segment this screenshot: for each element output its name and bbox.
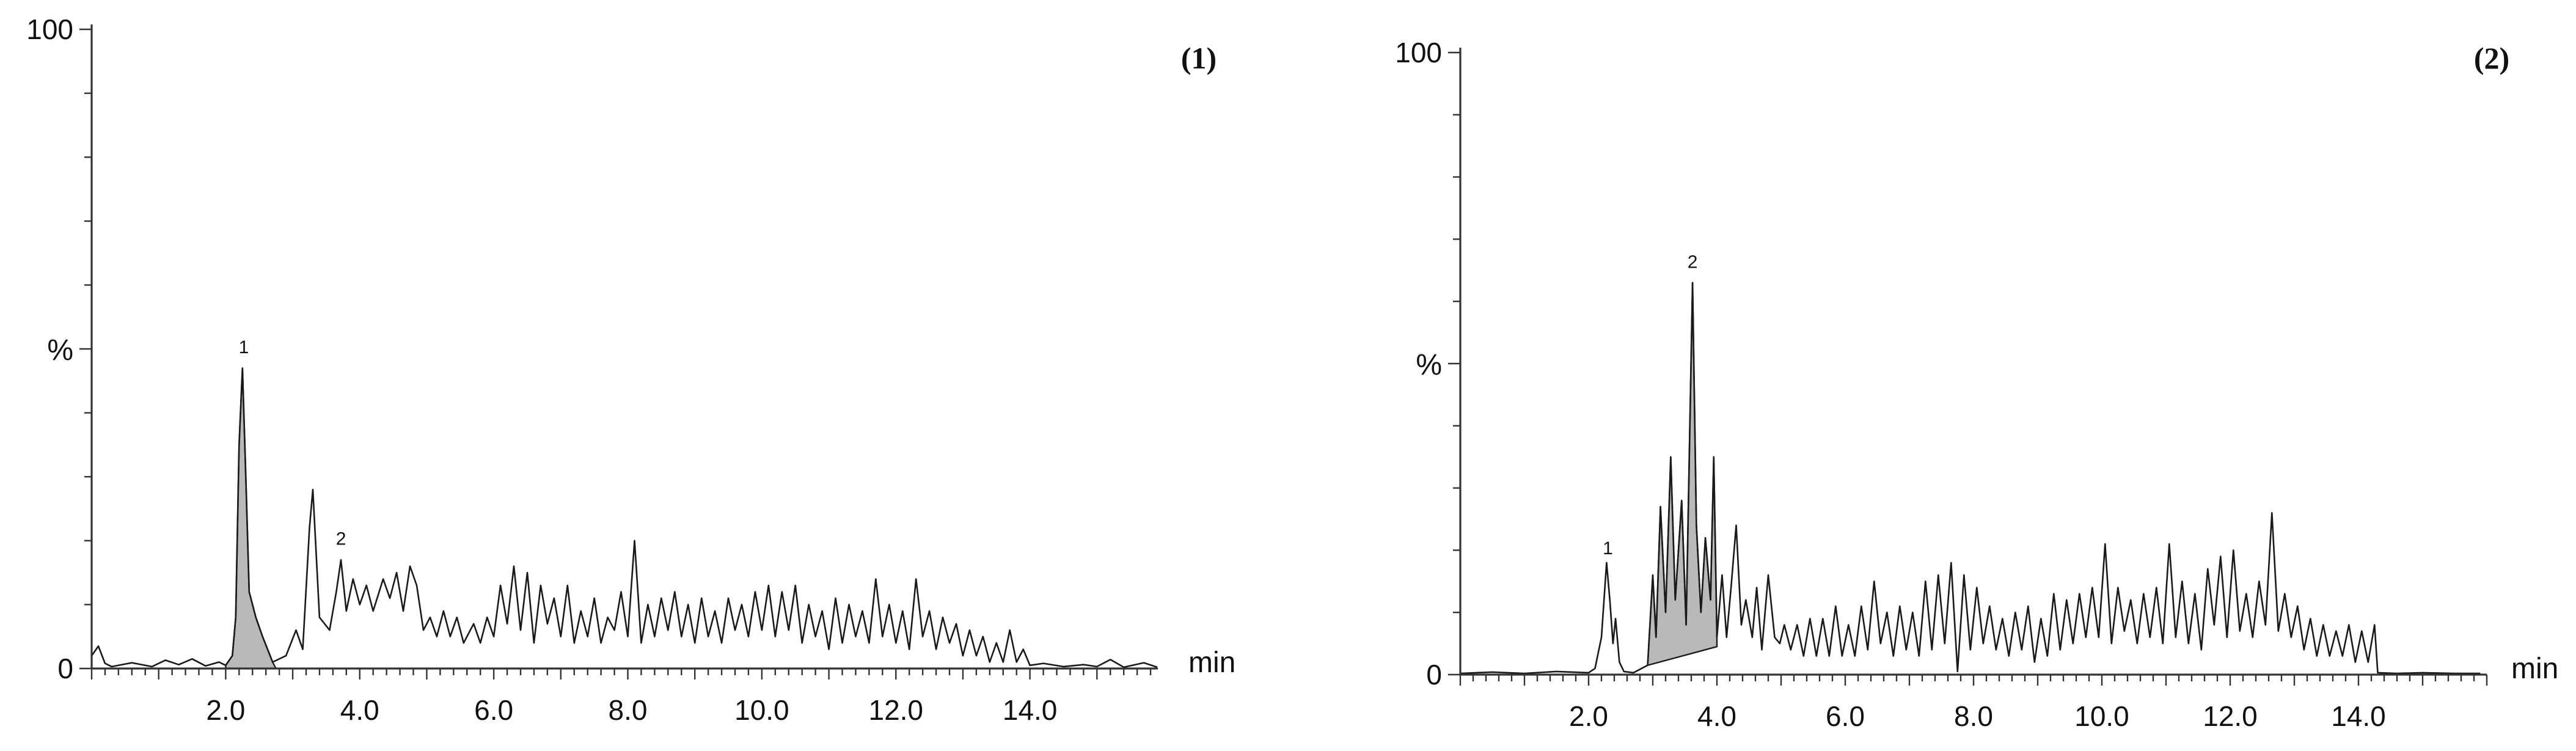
y-axis-unit: % [1416,349,1442,381]
panel-label: (2) [2474,41,2509,75]
peak-label: 1 [239,337,249,357]
peak-label: 1 [1603,538,1613,559]
panel-label: (1) [1181,41,1217,75]
integrated-peak-area [225,368,277,670]
x-tick-label: 10.0 [734,694,789,726]
x-axis-unit: min [2511,653,2558,685]
panel-1: 0 100% 2.0 4.0 6.0 8.0 10.0 12.0 14.0 min 1 2 (1) [26,13,1235,726]
x-tick-label: 10.0 [2074,700,2129,732]
x-tick-label: 12.0 [868,694,923,726]
x-tick-label: 14.0 [1003,694,1058,726]
x-tick-label: 2.0 [206,694,245,726]
chromatogram-trace [90,367,1158,669]
chromatogram-trace [1460,282,2481,675]
panel-2: 0 100% 2.0 4.0 6.0 8.0 10.0 12.0 14.0 min 1 2 (2) [1395,37,2558,732]
x-tick-label: 8.0 [609,694,648,726]
x-tick-label: 14.0 [2331,700,2386,732]
peak-label: 2 [1688,252,1698,272]
x-tick-label: 4.0 [340,694,379,726]
x-axis-unit: min [1188,647,1235,679]
y-tick-label: 0 [57,653,73,684]
x-tick-label: 6.0 [1826,700,1865,732]
y-tick-label: 100 [26,13,73,45]
x-tick-label: 2.0 [1569,700,1608,732]
integrated-peak-area [1647,282,1718,667]
y-tick-label: 100 [1395,37,1442,68]
x-tick-label: 4.0 [1697,700,1736,732]
x-tick-label: 12.0 [2203,700,2258,732]
peak-label: 2 [336,529,346,549]
y-tick-label: 0 [1426,659,1442,691]
x-tick-label: 8.0 [1954,700,1993,732]
x-tick-label: 6.0 [474,694,513,726]
y-axis-unit: % [47,334,73,367]
